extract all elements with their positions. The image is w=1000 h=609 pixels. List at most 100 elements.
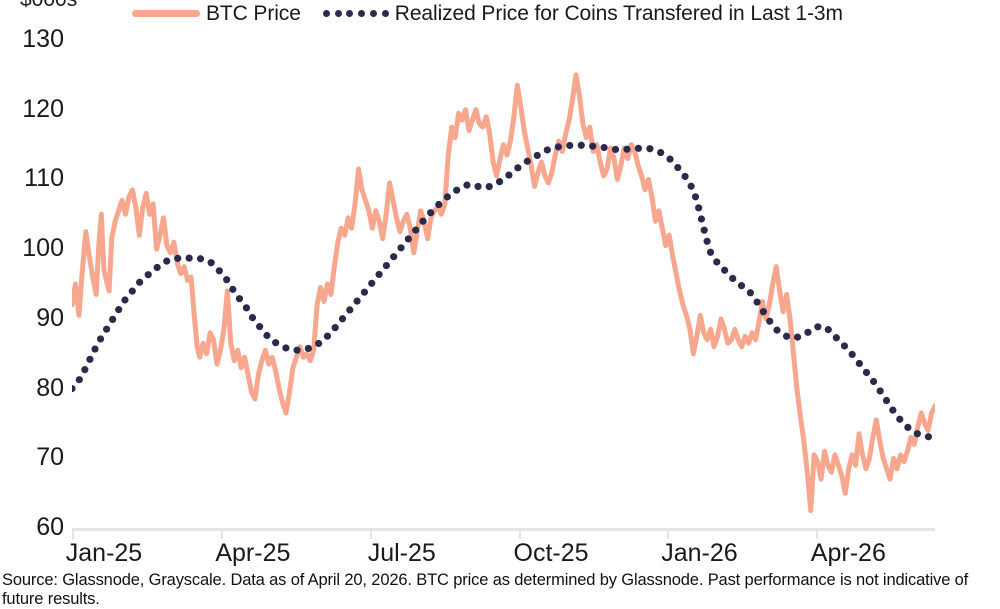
x-tick-mark	[369, 528, 372, 539]
series-dot	[913, 430, 921, 438]
series-dot	[248, 314, 257, 322]
series-dot	[103, 325, 111, 333]
x-tick-label: Apr-26	[810, 539, 886, 567]
legend-entry-realized-price[interactable]: Realized Price for Coins Transfered in L…	[322, 1, 843, 25]
x-axis-line	[72, 528, 935, 531]
series-dot	[782, 332, 791, 340]
series-dot	[223, 276, 231, 284]
series-dot	[331, 324, 339, 332]
x-tick-label: Jul-25	[367, 539, 436, 567]
series-dot	[443, 193, 451, 201]
legend-dot	[381, 9, 389, 17]
x-tick-mark	[519, 528, 522, 539]
chart-legend: BTC Price Realized Price for Coins Trans…	[132, 0, 843, 26]
series-dot	[115, 306, 123, 314]
series-dot	[577, 141, 585, 149]
series-dot	[382, 261, 390, 270]
series-dot	[832, 334, 840, 342]
series-dot	[338, 315, 347, 323]
series-dot	[634, 144, 643, 152]
series-dot	[293, 346, 301, 354]
series-dot	[81, 366, 89, 374]
series-dot	[706, 248, 715, 256]
x-tick-mark	[220, 528, 223, 539]
series-dot	[215, 267, 223, 275]
series-dot	[360, 288, 369, 296]
series-dot	[713, 258, 721, 266]
series-dot	[793, 333, 802, 341]
y-axis-title: $000s	[20, 0, 77, 10]
series-dot	[304, 344, 312, 353]
series-dot	[691, 193, 700, 201]
series-dot	[128, 287, 136, 295]
series-dot	[263, 331, 271, 340]
series-dot	[256, 323, 264, 331]
legend-spacer	[301, 13, 323, 14]
source-footnote: Source: Glassnode, Grayscale. Data as of…	[2, 571, 969, 608]
series-dot	[674, 163, 682, 172]
series-dot	[855, 359, 863, 368]
series-dot	[600, 143, 608, 152]
series-dot	[323, 332, 332, 340]
series-dot	[390, 253, 398, 261]
y-tick-label: 60	[36, 513, 64, 541]
line-swatch-icon	[132, 9, 200, 17]
series-dot	[759, 308, 768, 316]
x-tick-mark	[816, 528, 819, 539]
series-dot	[657, 148, 665, 157]
series-dot	[229, 285, 237, 293]
series-dot	[412, 226, 420, 234]
dotted-swatch-icon	[322, 9, 389, 17]
series-dot	[589, 142, 597, 150]
x-tick-label: Jan-25	[65, 539, 143, 567]
series-dot	[869, 377, 878, 386]
series-dot	[368, 279, 376, 287]
series-dot	[375, 270, 383, 279]
series-dot	[840, 342, 849, 350]
series-dot	[814, 323, 822, 331]
series-dot	[862, 368, 871, 377]
series-dot	[163, 257, 171, 265]
x-tick-label: Apr-25	[215, 539, 291, 567]
series-dot	[695, 204, 703, 212]
series-dot	[611, 145, 620, 154]
series-dot	[144, 271, 152, 279]
series-dot	[185, 254, 193, 262]
series-dot	[773, 326, 781, 334]
x-tick-mark	[667, 528, 670, 539]
y-tick-label: 80	[36, 373, 64, 402]
series-dot	[96, 335, 105, 343]
series-dot	[196, 255, 205, 263]
series-dot	[533, 151, 541, 160]
series-dot	[904, 423, 912, 432]
series-dot	[848, 350, 856, 359]
series-dot	[346, 306, 354, 314]
y-tick-label: 90	[36, 303, 64, 332]
series-dot	[86, 355, 94, 363]
legend-entry-btc-price[interactable]: BTC Price	[132, 3, 301, 24]
series-dot	[453, 186, 461, 194]
series-dot	[804, 328, 812, 336]
series-dot	[514, 164, 522, 172]
x-tick-label: Oct-25	[513, 539, 589, 567]
series-dot	[505, 171, 513, 179]
series-dot	[463, 181, 471, 189]
series-dot	[174, 254, 182, 262]
series-dot	[72, 384, 76, 393]
series-dot	[746, 289, 754, 297]
legend-label-realized-price: Realized Price for Coins Transfered in L…	[394, 1, 843, 25]
series-dot	[397, 244, 405, 252]
series-dot	[566, 141, 574, 150]
series-dot	[681, 172, 689, 181]
series-dot	[543, 146, 551, 154]
series-dot	[721, 266, 729, 274]
series-dot	[889, 406, 897, 414]
series-dot	[876, 387, 884, 395]
series-dot	[136, 278, 144, 286]
series-dot	[121, 296, 129, 304]
legend-dot	[369, 9, 377, 17]
series-dot	[729, 274, 737, 283]
y-tick-label: 100	[22, 234, 64, 263]
series-dot	[753, 298, 761, 306]
